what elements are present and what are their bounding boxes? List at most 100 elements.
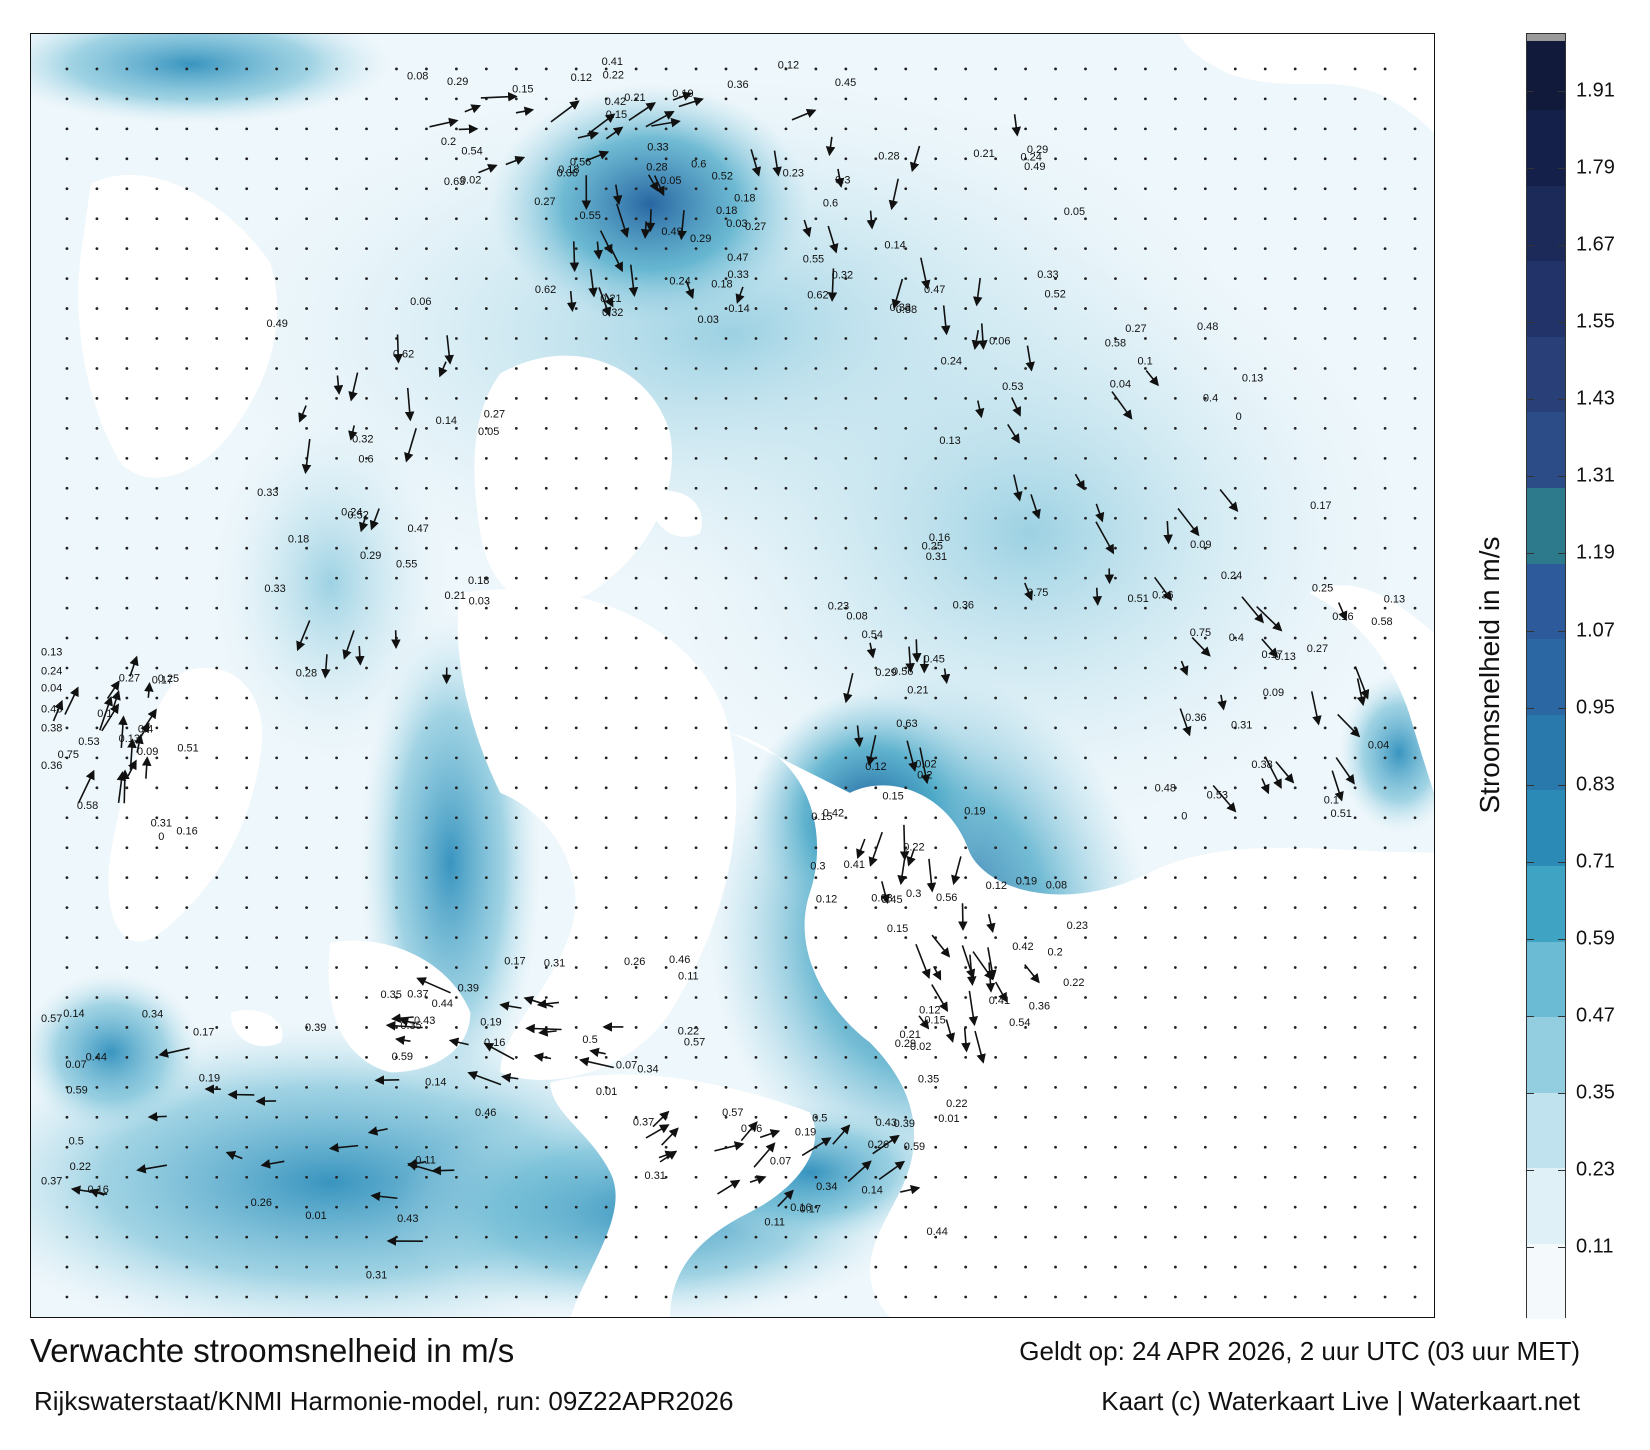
grid-dot	[1084, 546, 1087, 550]
grid-dot	[1293, 816, 1297, 820]
speed-value-label: 0.12	[919, 1004, 940, 1016]
grid-dot	[1383, 486, 1387, 490]
speed-value-label: 0.32	[832, 270, 853, 282]
grid-dot	[95, 277, 99, 281]
grid-dot	[1054, 217, 1057, 221]
grid-dot	[1054, 1026, 1057, 1029]
grid-dot	[395, 247, 398, 251]
grid-dot	[1383, 1205, 1387, 1209]
grid-dot	[724, 606, 728, 610]
grid-dot	[1203, 456, 1207, 460]
grid-dot	[814, 247, 818, 251]
grid-dot	[1233, 97, 1237, 101]
grid-dot	[454, 726, 458, 730]
grid-dot	[245, 816, 249, 820]
grid-dot	[544, 307, 548, 310]
colorbar-segment	[1527, 260, 1565, 337]
grid-dot	[454, 1056, 458, 1059]
current-arrow	[444, 335, 454, 365]
grid-dot	[1293, 576, 1297, 580]
current-arrow	[968, 990, 978, 1027]
grid-dot	[1054, 906, 1057, 910]
grid-dot	[1323, 1026, 1327, 1029]
grid-dot	[1233, 546, 1237, 550]
grid-dot	[395, 1115, 398, 1119]
grid-dot	[514, 1265, 518, 1269]
grid-dot	[1203, 666, 1207, 670]
grid-dot	[1353, 696, 1357, 700]
grid-dot	[934, 1265, 938, 1269]
current-arrow	[111, 690, 121, 709]
grid-dot	[934, 576, 938, 580]
grid-dot	[245, 846, 249, 850]
grid-dot	[1413, 426, 1417, 430]
current-arrow	[136, 1164, 168, 1174]
current-arrow	[321, 654, 331, 679]
grid-dot	[425, 247, 428, 251]
grid-dot	[1024, 1265, 1027, 1269]
grid-dot	[994, 876, 998, 880]
grid-dot	[604, 636, 608, 640]
grid-dot	[934, 786, 938, 790]
grid-dot	[305, 756, 309, 760]
grid-dot	[1263, 1026, 1267, 1029]
grid-dot	[1293, 1056, 1297, 1059]
grid-dot	[934, 187, 938, 191]
speed-value-label: 0.35	[400, 1020, 421, 1032]
grid-dot	[1114, 1056, 1117, 1059]
grid-dot	[1144, 217, 1147, 221]
grid-dot	[994, 1205, 998, 1209]
grid-dot	[155, 1235, 159, 1239]
grid-dot	[1084, 97, 1087, 101]
grid-dot	[125, 247, 129, 251]
speed-value-label: 0.54	[1009, 1017, 1030, 1029]
grid-dot	[1413, 1056, 1417, 1059]
grid-dot	[365, 1295, 368, 1299]
grid-dot	[634, 1085, 638, 1089]
speed-value-label: 0.47	[407, 523, 428, 535]
current-arrow	[588, 269, 598, 298]
grid-dot	[1383, 756, 1387, 760]
speed-value-label: 0.6	[823, 198, 838, 210]
grid-dot	[1144, 996, 1147, 999]
grid-dot	[1383, 516, 1387, 520]
grid-dot	[664, 636, 668, 640]
grid-dot	[425, 816, 428, 820]
speed-value-label: 0.2	[441, 136, 456, 148]
grid-dot	[784, 1235, 788, 1239]
grid-dot	[964, 576, 968, 580]
speed-value-label: 0.19	[672, 88, 693, 100]
grid-dot	[754, 397, 758, 400]
speed-value-label: 0.09	[137, 746, 158, 758]
grid-dot	[934, 1085, 938, 1089]
grid-dot	[125, 426, 129, 430]
grid-dot	[1114, 966, 1117, 969]
grid-dot	[694, 1085, 698, 1089]
grid-dot	[1024, 756, 1027, 760]
grid-dot	[1203, 786, 1207, 790]
grid-dot	[964, 756, 968, 760]
speed-value-label: 0.33	[890, 302, 911, 314]
grid-dot	[964, 636, 968, 640]
grid-dot	[604, 67, 608, 71]
grid-dot	[514, 546, 518, 550]
grid-dot	[1293, 666, 1297, 670]
grid-dot	[874, 996, 878, 999]
grid-dot	[724, 576, 728, 580]
current-arrow	[610, 248, 623, 273]
grid-dot	[65, 1205, 69, 1209]
grid-dot	[365, 1265, 368, 1269]
grid-dot	[514, 966, 518, 969]
grid-dot	[694, 187, 698, 191]
grid-dot	[1084, 606, 1087, 610]
grid-dot	[874, 1115, 878, 1119]
grid-dot	[1293, 786, 1297, 790]
grid-dot	[335, 277, 338, 281]
current-arrow	[577, 130, 600, 140]
grid-dot	[245, 307, 249, 310]
grid-dot	[754, 247, 758, 251]
speed-value-label: 0.25	[922, 540, 943, 552]
grid-dot	[365, 1026, 368, 1029]
grid-dot	[604, 1235, 608, 1239]
grid-dot	[784, 516, 788, 520]
